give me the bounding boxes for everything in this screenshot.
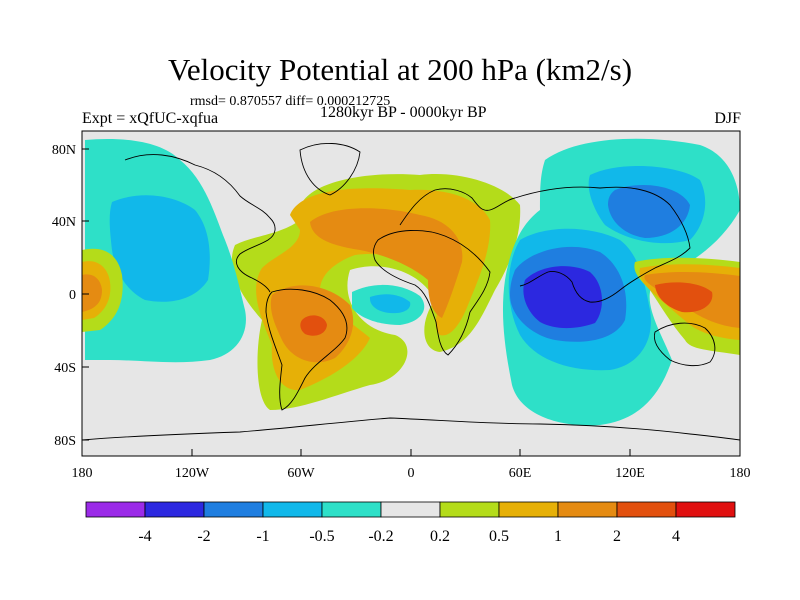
coastline-antarctica <box>82 417 740 441</box>
contour-fields <box>82 138 740 426</box>
lat-tick-label: 0 <box>69 288 76 303</box>
colorbar-label: 2 <box>613 528 621 545</box>
colorbar-box <box>203 501 264 518</box>
colorbar-box <box>262 501 323 518</box>
colorbar <box>85 501 736 518</box>
lon-tick-label: 60E <box>509 466 532 481</box>
colorbar-labels: -4 -2 -1 -0.5 -0.2 0.2 0.5 1 2 4 <box>138 528 680 545</box>
colorbar-box <box>85 501 146 518</box>
colorbar-box <box>144 501 205 518</box>
coastline-greenland <box>299 142 361 196</box>
colorbar-box <box>321 501 382 518</box>
contour-region-south-america-core <box>300 315 327 336</box>
lon-tick-label: 180 <box>730 466 751 481</box>
contour-region-west-pacific-core <box>655 282 713 313</box>
experiment-label: Expt = xQfUC-xqfua <box>82 110 219 127</box>
colorbar-box <box>380 501 441 518</box>
contour-region-east-pacific-mid <box>109 195 210 302</box>
lat-tick-label: 80S <box>54 434 76 449</box>
coastline-europe <box>399 188 516 226</box>
lat-tick-label: 40S <box>54 361 76 376</box>
lat-tick-labels: 80N 40N 0 40S 80S <box>52 143 76 449</box>
colorbar-label: -4 <box>138 528 151 545</box>
colorbar-box <box>675 501 736 518</box>
axis-ticks <box>81 148 741 456</box>
coastline-north-america <box>124 154 276 293</box>
lon-tick-label: 0 <box>408 466 415 481</box>
colorbar-label: -0.5 <box>309 528 334 545</box>
lat-tick-label: 80N <box>52 143 76 158</box>
colorbar-label: -2 <box>197 528 210 545</box>
colorbar-box <box>557 501 618 518</box>
coastline-africa <box>373 229 491 356</box>
colorbar-box <box>439 501 500 518</box>
colorbar-box <box>616 501 677 518</box>
colorbar-label: 1 <box>554 528 562 545</box>
lon-tick-label: 60W <box>287 466 315 481</box>
coastlines <box>82 142 740 441</box>
coastline-australia <box>653 322 716 367</box>
contour-region-south-atlantic-mid <box>369 294 411 314</box>
contour-region-central-pacific-positive-high <box>82 274 102 312</box>
lon-tick-label: 120E <box>615 466 645 481</box>
colorbar-box <box>498 501 559 518</box>
period-label: 1280kyr BP - 0000kyr BP <box>320 104 487 121</box>
colorbar-label: 0.2 <box>430 528 450 545</box>
colorbar-label: -1 <box>256 528 269 545</box>
lon-tick-label: 120W <box>175 466 210 481</box>
colorbar-label: 4 <box>672 528 680 545</box>
lon-tick-labels: 180 120W 60W 0 60E 120E 180 <box>72 466 751 481</box>
stats-line: rmsd= 0.870557 diff= 0.000212725 <box>190 94 391 109</box>
coastline-asia <box>514 186 691 303</box>
colorbar-label: 0.5 <box>489 528 509 545</box>
season-label: DJF <box>714 110 741 127</box>
colorbar-label: -0.2 <box>368 528 393 545</box>
lat-tick-label: 40N <box>52 215 76 230</box>
contour-region-indian-ocean-core <box>523 266 602 329</box>
coastline-south-america <box>265 288 348 411</box>
lon-tick-label: 180 <box>72 466 93 481</box>
map-title: Velocity Potential at 200 hPa (km2/s) <box>167 52 633 87</box>
